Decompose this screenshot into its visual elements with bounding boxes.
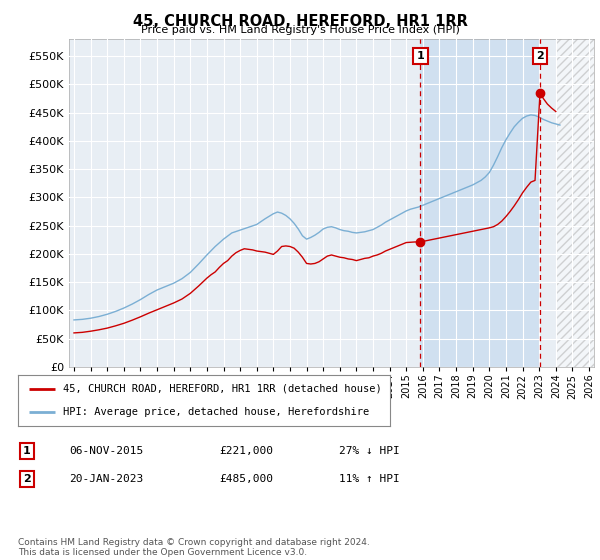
Text: 11% ↑ HPI: 11% ↑ HPI bbox=[339, 474, 400, 484]
Text: 06-NOV-2015: 06-NOV-2015 bbox=[69, 446, 143, 456]
Text: 45, CHURCH ROAD, HEREFORD, HR1 1RR: 45, CHURCH ROAD, HEREFORD, HR1 1RR bbox=[133, 14, 467, 29]
Text: 1: 1 bbox=[416, 51, 424, 61]
Text: Contains HM Land Registry data © Crown copyright and database right 2024.
This d: Contains HM Land Registry data © Crown c… bbox=[18, 538, 370, 557]
Text: 20-JAN-2023: 20-JAN-2023 bbox=[69, 474, 143, 484]
Text: £221,000: £221,000 bbox=[219, 446, 273, 456]
Text: 27% ↓ HPI: 27% ↓ HPI bbox=[339, 446, 400, 456]
Text: HPI: Average price, detached house, Herefordshire: HPI: Average price, detached house, Here… bbox=[62, 407, 369, 417]
Text: 45, CHURCH ROAD, HEREFORD, HR1 1RR (detached house): 45, CHURCH ROAD, HEREFORD, HR1 1RR (deta… bbox=[62, 384, 382, 394]
Text: £485,000: £485,000 bbox=[219, 474, 273, 484]
Text: 2: 2 bbox=[23, 474, 31, 484]
Text: 2: 2 bbox=[536, 51, 544, 61]
Text: Price paid vs. HM Land Registry's House Price Index (HPI): Price paid vs. HM Land Registry's House … bbox=[140, 25, 460, 35]
Bar bbox=[421, 39, 540, 367]
Bar bbox=[556, 39, 598, 367]
Text: 1: 1 bbox=[23, 446, 31, 456]
